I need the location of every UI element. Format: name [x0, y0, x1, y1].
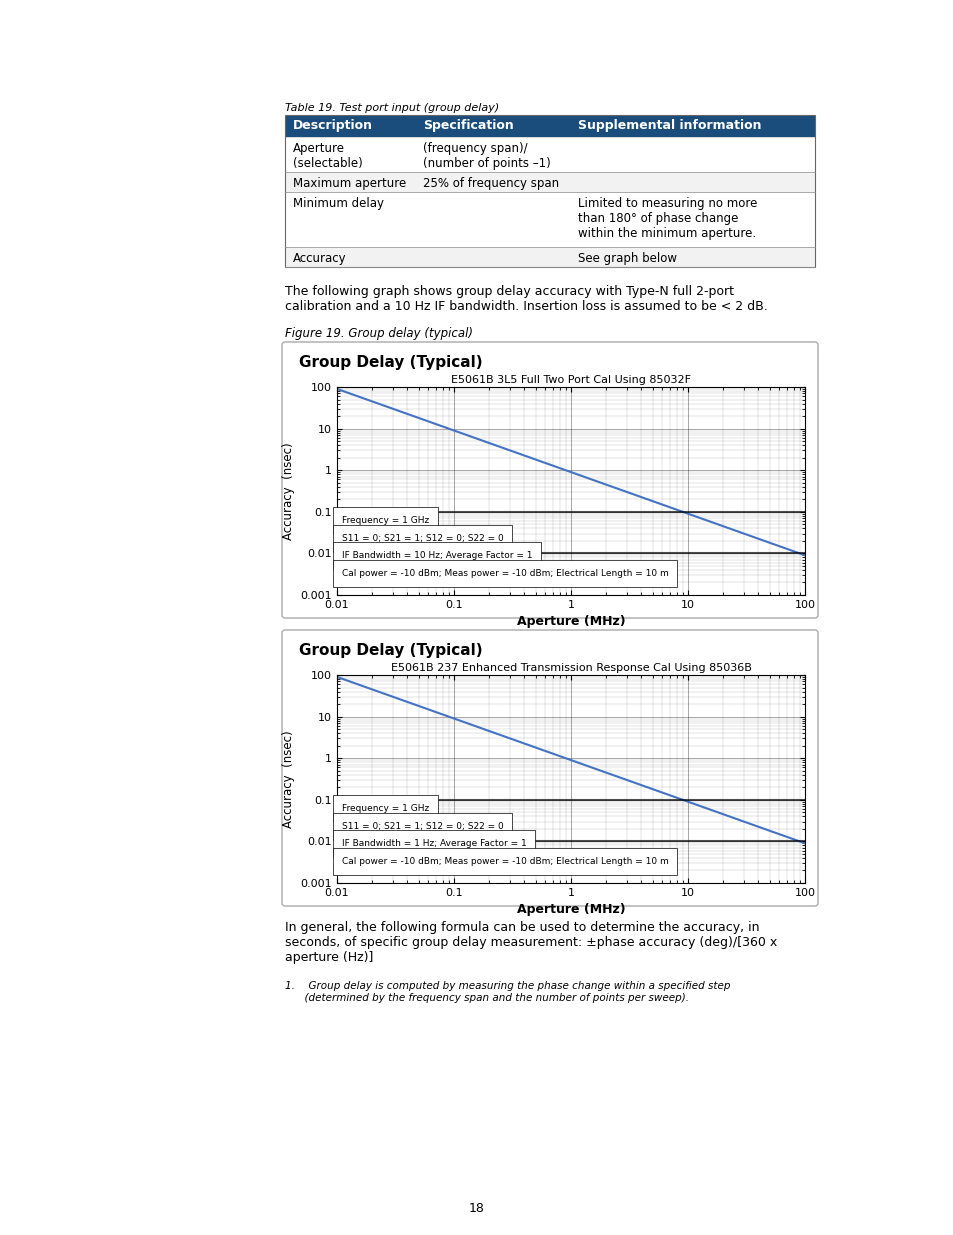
Text: Frequency = 1 GHz: Frequency = 1 GHz: [341, 804, 429, 813]
Bar: [285, 115, 814, 267]
Text: (frequency span)/
(number of points –1): (frequency span)/ (number of points –1): [422, 142, 550, 170]
Text: 25% of frequency span: 25% of frequency span: [422, 177, 558, 190]
Text: Group Delay (Typical): Group Delay (Typical): [298, 643, 482, 658]
Text: Maximum aperture: Maximum aperture: [293, 177, 406, 190]
Text: See graph below: See graph below: [578, 252, 677, 266]
Bar: [285, 191, 814, 247]
Title: E5061B 237 Enhanced Transmission Response Cal Using 85036B: E5061B 237 Enhanced Transmission Respons…: [390, 663, 751, 673]
Title: E5061B 3L5 Full Two Port Cal Using 85032F: E5061B 3L5 Full Two Port Cal Using 85032…: [451, 375, 690, 385]
Text: IF Bandwidth = 10 Hz; Average Factor = 1: IF Bandwidth = 10 Hz; Average Factor = 1: [341, 551, 532, 561]
Text: Frequency = 1 GHz: Frequency = 1 GHz: [341, 516, 429, 525]
Text: S11 = 0; S21 = 1; S12 = 0; S22 = 0: S11 = 0; S21 = 1; S12 = 0; S22 = 0: [341, 821, 503, 831]
Y-axis label: Accuracy  (nsec): Accuracy (nsec): [282, 442, 294, 540]
Text: Cal power = -10 dBm; Meas power = -10 dBm; Electrical Length = 10 m: Cal power = -10 dBm; Meas power = -10 dB…: [341, 569, 668, 578]
X-axis label: Aperture (MHz): Aperture (MHz): [517, 615, 624, 629]
Bar: [285, 137, 814, 172]
Bar: [285, 172, 814, 191]
FancyBboxPatch shape: [282, 342, 817, 618]
Bar: [285, 115, 814, 137]
FancyBboxPatch shape: [282, 630, 817, 906]
Text: Figure 19. Group delay (typical): Figure 19. Group delay (typical): [285, 327, 473, 340]
Text: Description: Description: [293, 120, 373, 132]
Text: In general, the following formula can be used to determine the accuracy, in
seco: In general, the following formula can be…: [285, 921, 777, 965]
Text: 1.  Group delay is computed by measuring the phase change within a specified ste: 1. Group delay is computed by measuring …: [285, 981, 730, 1003]
Text: Limited to measuring no more
than 180° of phase change
within the minimum apertu: Limited to measuring no more than 180° o…: [578, 198, 757, 240]
Text: 18: 18: [469, 1202, 484, 1215]
Text: Accuracy: Accuracy: [293, 252, 346, 266]
Text: The following graph shows group delay accuracy with Type-N full 2-port
calibrati: The following graph shows group delay ac…: [285, 285, 767, 312]
Text: IF Bandwidth = 1 Hz; Average Factor = 1: IF Bandwidth = 1 Hz; Average Factor = 1: [341, 840, 526, 848]
Text: Table 19. Test port input (group delay): Table 19. Test port input (group delay): [285, 103, 498, 112]
Text: Group Delay (Typical): Group Delay (Typical): [298, 354, 482, 370]
X-axis label: Aperture (MHz): Aperture (MHz): [517, 904, 624, 916]
Bar: [285, 247, 814, 267]
Text: S11 = 0; S21 = 1; S12 = 0; S22 = 0: S11 = 0; S21 = 1; S12 = 0; S22 = 0: [341, 534, 503, 542]
Text: Specification: Specification: [422, 120, 514, 132]
Text: Supplemental information: Supplemental information: [578, 120, 760, 132]
Text: Aperture
(selectable): Aperture (selectable): [293, 142, 362, 170]
Text: Minimum delay: Minimum delay: [293, 198, 384, 210]
Text: Cal power = -10 dBm; Meas power = -10 dBm; Electrical Length = 10 m: Cal power = -10 dBm; Meas power = -10 dB…: [341, 857, 668, 866]
Y-axis label: Accuracy  (nsec): Accuracy (nsec): [282, 730, 294, 827]
